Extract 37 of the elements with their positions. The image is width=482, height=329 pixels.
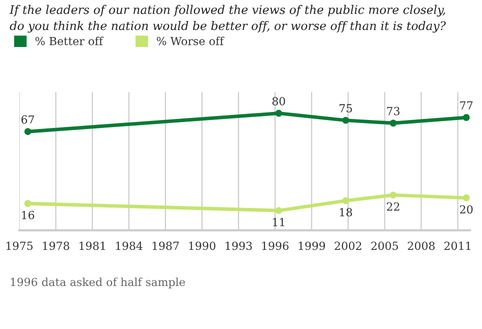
point	[24, 200, 32, 207]
point	[342, 197, 350, 204]
x-tick-label: 2005	[371, 242, 398, 250]
x-tick-label: 1996	[262, 242, 289, 250]
text: 1996 data asked of half sample	[10, 278, 185, 288]
x-tick-label: 2002	[334, 242, 362, 250]
legend-label: % Worse off	[156, 36, 224, 46]
point	[390, 192, 397, 199]
x-tick-label: 2008	[408, 242, 435, 250]
point	[24, 128, 32, 136]
point	[275, 207, 282, 214]
x-tick-label: 2011	[444, 242, 470, 250]
point	[342, 116, 350, 124]
legend-label: % Better off	[35, 36, 104, 46]
data-label: 67	[21, 115, 34, 124]
point	[462, 114, 470, 121]
data-label: 80	[272, 96, 286, 106]
point	[390, 120, 397, 127]
point	[275, 110, 282, 117]
data-label: 18	[340, 208, 352, 216]
x-tick-label: 1987	[152, 242, 179, 250]
point	[462, 194, 470, 202]
data-label: 77	[460, 101, 473, 110]
x-tick-label: 1993	[226, 242, 252, 250]
data-label: 75	[340, 104, 352, 112]
chart-title: If the leaders of our nation followed the views of the public more closely, do you think the nation would be better off, or worse off than it is today?	[9, 4, 446, 33]
data-label: 11	[273, 218, 284, 226]
x-tick-label: 1981	[80, 242, 105, 250]
data-label: 22	[386, 202, 400, 211]
x-tick-label: 1990	[189, 242, 216, 250]
x-tick-label: 1984	[116, 242, 142, 250]
data-label: 73	[387, 106, 400, 116]
data-label: 20	[460, 205, 473, 214]
x-tick-label: 1999	[298, 242, 325, 250]
x-tick-label: 1978	[43, 242, 70, 250]
x-tick-label: 1975	[6, 242, 33, 250]
data-label: 16	[22, 210, 34, 220]
